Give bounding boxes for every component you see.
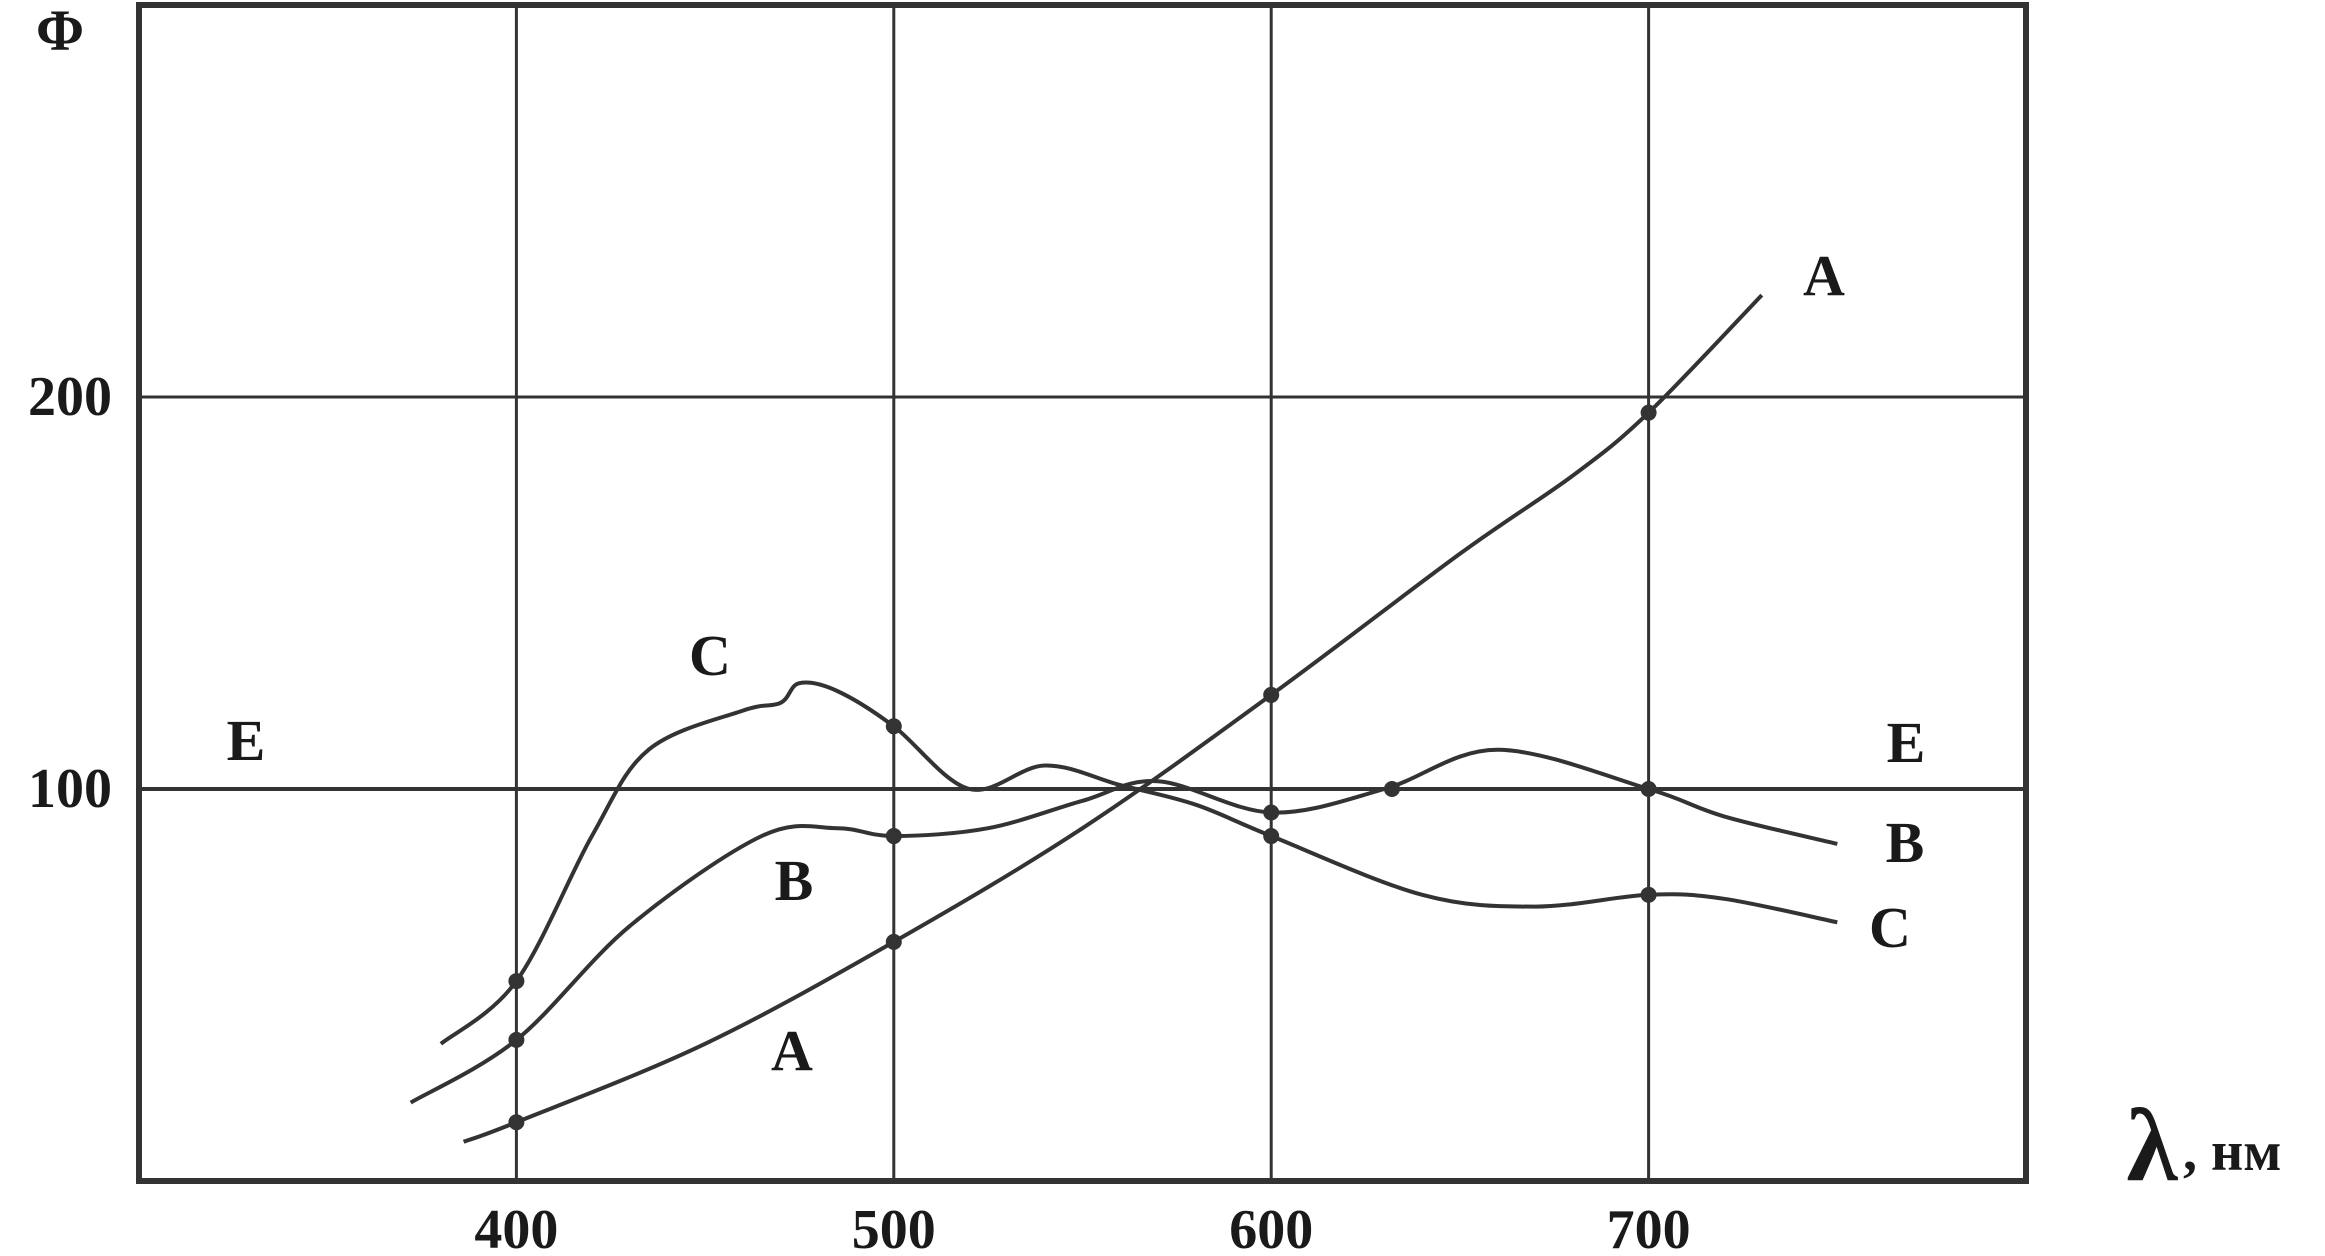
- series-c-label-start: C: [689, 623, 731, 688]
- series-c-label-end: C: [1869, 895, 1911, 960]
- series-a-label-start: A: [771, 1018, 813, 1083]
- series-b-marker: [508, 1031, 525, 1048]
- series-c-marker: [1640, 886, 1657, 903]
- series-a-marker: [1263, 686, 1280, 703]
- x-tick-label: 700: [1607, 1199, 1691, 1256]
- series-b-label-start: B: [775, 848, 814, 913]
- plot-frame: [136, 2, 2029, 1184]
- y-tick-label: 100: [28, 758, 112, 820]
- x-axis-unit: , нм: [2183, 1121, 2281, 1183]
- tick-labels: 400 500 600 700 100 200: [28, 366, 1691, 1256]
- series-b-marker: [885, 828, 902, 845]
- series-c-marker: [1263, 828, 1280, 845]
- series-a-marker: [1640, 404, 1657, 421]
- x-tick-label: 500: [852, 1199, 936, 1256]
- series-e-label-end: E: [1887, 710, 1926, 775]
- series-b-line: [409, 747, 1838, 1105]
- series-a-marker: [885, 933, 902, 950]
- series-c-marker: [508, 973, 525, 990]
- y-axis-label: Φ: [36, 0, 84, 63]
- series-b-label-end: B: [1886, 810, 1925, 875]
- y-tick-label: 200: [28, 366, 112, 428]
- x-tick-label: 400: [474, 1199, 558, 1256]
- series-b-marker: [1263, 804, 1280, 821]
- series-group: [139, 293, 2026, 1144]
- series-e-label-start: E: [227, 708, 266, 773]
- series-a-label-end: A: [1803, 243, 1845, 308]
- series-c-marker: [885, 718, 902, 735]
- grid-lines: [139, 5, 2026, 1181]
- x-axis-symbol: λ: [2126, 1088, 2178, 1203]
- series-a-marker: [508, 1114, 525, 1131]
- x-tick-label: 600: [1229, 1199, 1313, 1256]
- series-a-line: [462, 293, 1764, 1144]
- series-c-line: [439, 680, 1838, 1046]
